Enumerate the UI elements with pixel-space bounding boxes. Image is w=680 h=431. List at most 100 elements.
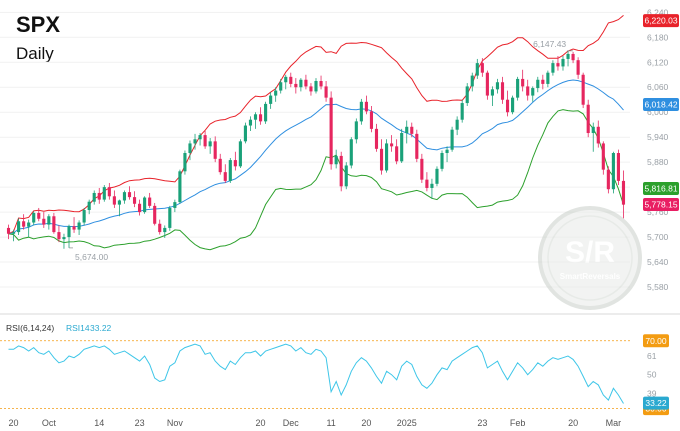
rsi-current-value: 33.22 bbox=[90, 323, 112, 333]
candle bbox=[163, 225, 167, 238]
candle-body bbox=[440, 153, 444, 169]
candle-body bbox=[57, 232, 61, 240]
price-tag: 5,778.15 bbox=[643, 198, 679, 212]
candle-body bbox=[274, 90, 278, 96]
candle-body bbox=[264, 103, 268, 122]
price-tag-label: 6,220.03 bbox=[644, 16, 677, 26]
annotations: 6,147.43 5,674.00 bbox=[69, 39, 574, 262]
annotation-label: 6,147.43 bbox=[533, 39, 566, 49]
candle-body bbox=[158, 223, 162, 233]
candle bbox=[606, 166, 610, 194]
candle bbox=[319, 75, 323, 90]
candle bbox=[369, 105, 374, 133]
candle-body bbox=[258, 114, 263, 122]
candle bbox=[168, 205, 172, 231]
time-axis: 20 Oct 14 23 Nov 20 Dec 11 20 2025 23 Feb 20 Mar bbox=[9, 418, 622, 428]
candle bbox=[586, 99, 590, 138]
candle-body bbox=[385, 143, 389, 171]
candle bbox=[455, 116, 459, 136]
candle bbox=[77, 220, 81, 235]
candle-body bbox=[359, 101, 363, 122]
price-tick-label: 5,640 bbox=[647, 257, 669, 267]
candle bbox=[203, 130, 207, 149]
candle bbox=[32, 211, 36, 226]
candle bbox=[208, 138, 212, 154]
candle bbox=[596, 120, 600, 148]
candle-body bbox=[37, 212, 41, 219]
middle-band bbox=[8, 79, 624, 235]
candle-body bbox=[42, 218, 46, 225]
candle bbox=[374, 123, 379, 152]
candles bbox=[6, 51, 626, 249]
candle bbox=[485, 70, 489, 100]
candle bbox=[415, 129, 419, 163]
candle-body bbox=[475, 63, 479, 76]
price-tick-label: 5,700 bbox=[647, 232, 669, 242]
candle bbox=[289, 72, 293, 88]
candle bbox=[193, 133, 197, 150]
candle-body bbox=[465, 86, 469, 104]
bollinger-bands bbox=[8, 15, 624, 251]
candle bbox=[279, 78, 283, 94]
candle bbox=[440, 150, 444, 172]
candle-body bbox=[606, 169, 610, 190]
candle-body bbox=[581, 74, 585, 105]
candle-body bbox=[616, 153, 621, 181]
time-tick-label: Dec bbox=[283, 418, 300, 428]
candle bbox=[6, 224, 11, 240]
candle-body bbox=[198, 135, 202, 140]
candle-body bbox=[551, 63, 555, 73]
candle-body bbox=[455, 119, 459, 130]
candle-body bbox=[511, 97, 515, 113]
candle-body bbox=[138, 203, 142, 213]
candle-body bbox=[354, 121, 358, 140]
time-tick-label: Feb bbox=[510, 418, 526, 428]
candle-body bbox=[379, 148, 384, 171]
candle-body bbox=[500, 82, 505, 100]
candle bbox=[52, 212, 56, 234]
candle-body bbox=[611, 153, 615, 190]
candle bbox=[188, 140, 192, 161]
candle bbox=[213, 136, 217, 163]
candle bbox=[445, 146, 449, 163]
candle bbox=[127, 186, 132, 200]
candle bbox=[385, 139, 389, 173]
candle bbox=[511, 95, 515, 115]
candle bbox=[505, 90, 510, 117]
gridlines bbox=[0, 11, 630, 288]
candle-body bbox=[435, 168, 439, 184]
candle-body bbox=[27, 222, 31, 227]
candle-body bbox=[324, 86, 328, 98]
candle bbox=[561, 56, 565, 71]
candle bbox=[11, 229, 16, 242]
candle-body bbox=[369, 111, 374, 129]
candle-body bbox=[97, 192, 101, 200]
candle-body bbox=[102, 187, 106, 200]
candle-body bbox=[450, 129, 454, 150]
candle-body bbox=[72, 226, 76, 230]
candle-body bbox=[117, 200, 121, 205]
candle-body bbox=[571, 53, 575, 61]
candle bbox=[526, 79, 530, 101]
upper-band bbox=[8, 15, 624, 235]
price-tick-label: 6,000 bbox=[647, 107, 669, 117]
svg-text:S/R: S/R bbox=[565, 236, 615, 269]
candle bbox=[132, 191, 137, 208]
candle bbox=[364, 95, 368, 115]
candle bbox=[611, 151, 615, 194]
candle bbox=[571, 51, 575, 64]
candle-body bbox=[173, 202, 177, 208]
candle-body bbox=[269, 95, 273, 104]
candle bbox=[435, 166, 439, 187]
watermark-logo: S/R SmartReversals bbox=[538, 206, 642, 310]
candle-body bbox=[163, 227, 167, 233]
price-tags: 6,220.03 6,018.42 5,816.81 5,778.15 bbox=[643, 14, 679, 212]
candle-body bbox=[591, 126, 595, 134]
candle bbox=[178, 169, 182, 204]
time-tick-label: 2025 bbox=[397, 418, 417, 428]
candle bbox=[304, 74, 308, 90]
time-tick-label: 20 bbox=[256, 418, 266, 428]
candle-body bbox=[344, 165, 348, 187]
candle bbox=[430, 178, 434, 199]
